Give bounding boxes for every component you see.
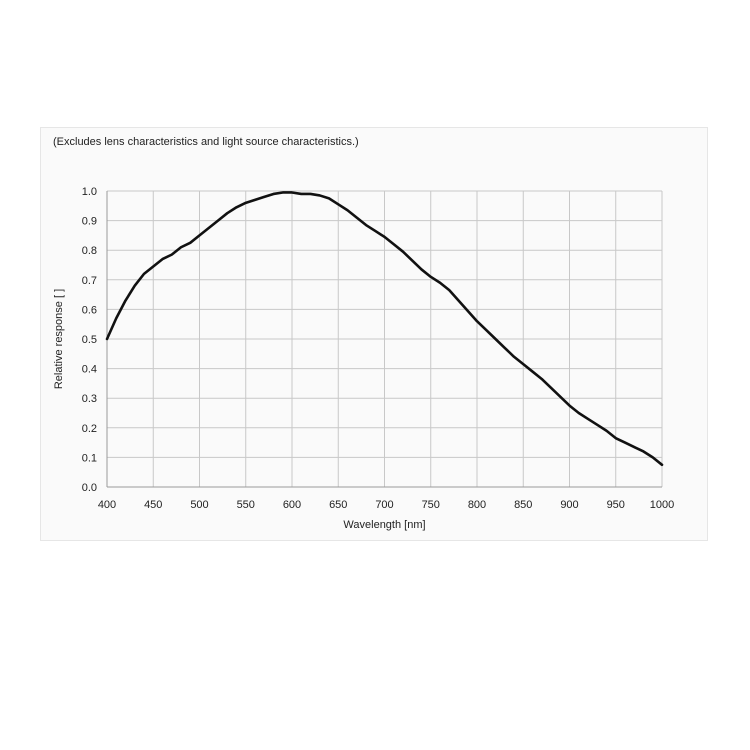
y-tick-label: 0.1 xyxy=(82,452,97,464)
series-lines xyxy=(105,191,664,467)
x-tick-label: 650 xyxy=(329,499,347,511)
y-tick-label: 0.7 xyxy=(82,275,97,287)
x-tick-labels: 400 450 500 550 600 650 700 750 800 850 900 950 1000 xyxy=(98,499,674,511)
x-tick-label: 500 xyxy=(190,499,208,511)
grid xyxy=(106,190,663,488)
y-tick-label: 0.5 xyxy=(82,334,97,346)
chart-note: (Excludes lens characteristics and light… xyxy=(53,136,359,148)
x-tick-label: 750 xyxy=(422,499,440,511)
y-tick-label: 0.6 xyxy=(82,304,97,316)
x-tick-label: 550 xyxy=(237,499,255,511)
x-tick-label: 900 xyxy=(560,499,578,511)
x-axis-title: Wavelength [nm] xyxy=(343,519,425,531)
y-axis-title: Relative response [ ] xyxy=(53,289,65,389)
y-tick-label: 1.0 xyxy=(82,186,97,198)
series-line xyxy=(105,191,664,467)
y-tick-label: 0.8 xyxy=(82,245,97,257)
x-tick-label: 800 xyxy=(468,499,486,511)
y-tick-label: 0.9 xyxy=(82,216,97,228)
y-tick-label: 0.2 xyxy=(82,423,97,435)
y-tick-label: 0.3 xyxy=(82,393,97,405)
x-tick-label: 1000 xyxy=(650,499,674,511)
y-tick-label: 0.0 xyxy=(82,482,97,494)
y-tick-label: 0.4 xyxy=(82,364,97,376)
chart-frame: (Excludes lens characteristics and light… xyxy=(40,127,708,541)
y-tick-labels: 0.0 0.1 0.2 0.3 0.4 0.5 0.6 0.7 0.8 0.9 1.0 xyxy=(82,186,97,494)
x-tick-label: 400 xyxy=(98,499,116,511)
x-tick-label: 700 xyxy=(375,499,393,511)
x-tick-label: 450 xyxy=(144,499,162,511)
x-tick-label: 850 xyxy=(514,499,532,511)
x-tick-label: 950 xyxy=(607,499,625,511)
x-tick-label: 600 xyxy=(283,499,301,511)
